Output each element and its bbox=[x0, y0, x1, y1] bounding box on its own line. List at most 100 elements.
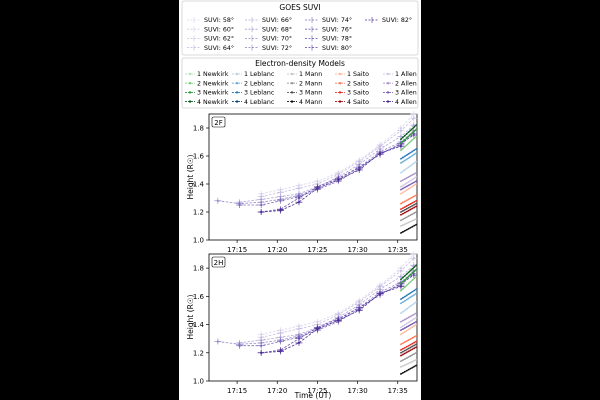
model-legend-entry: 1 Leblanc bbox=[232, 71, 275, 78]
model-track-point bbox=[403, 318, 406, 321]
suvi-point bbox=[297, 196, 301, 200]
model-track bbox=[400, 264, 418, 281]
y-tick-label: 1.0 bbox=[193, 237, 204, 245]
model-legend-entry: 4 Leblanc bbox=[232, 99, 275, 106]
suvi-point bbox=[399, 135, 403, 138]
model-track-point bbox=[409, 155, 412, 158]
suvi-legend-entry: SUVI: 74° bbox=[305, 16, 352, 24]
suvi-point bbox=[412, 112, 415, 116]
model-track-point bbox=[407, 206, 410, 209]
model-track-point bbox=[411, 290, 414, 293]
model-track bbox=[400, 340, 418, 351]
model-track-point bbox=[409, 208, 412, 211]
model-track-point bbox=[403, 223, 406, 226]
model-track-point bbox=[415, 171, 418, 174]
model-track-point bbox=[411, 337, 414, 339]
model-legend-entry: 3 Newkirk bbox=[185, 90, 229, 97]
model-track-point bbox=[409, 203, 412, 205]
model-track-point bbox=[405, 326, 408, 328]
model-track-point bbox=[401, 156, 404, 159]
model-track bbox=[400, 183, 418, 195]
model-track-point bbox=[403, 279, 406, 282]
model-track-point bbox=[411, 314, 414, 317]
model-track-point bbox=[415, 180, 418, 183]
model-track-point bbox=[413, 162, 416, 164]
model-track-point bbox=[401, 191, 404, 194]
model-track-point bbox=[401, 365, 404, 367]
model-track-point bbox=[403, 327, 406, 329]
model-track-point bbox=[405, 345, 408, 348]
model-legend-entry: 3 Allen bbox=[383, 90, 417, 97]
model-track-point bbox=[411, 202, 414, 204]
model-track-point bbox=[411, 322, 414, 325]
model-track-point bbox=[409, 205, 412, 208]
panel-2h-frame bbox=[208, 253, 418, 382]
model-track-point bbox=[405, 294, 408, 297]
model-legend-entry: 2 Mann bbox=[287, 80, 322, 87]
model-track-point bbox=[411, 213, 414, 216]
model-track-point bbox=[401, 350, 404, 353]
legend-point-marker bbox=[338, 72, 342, 76]
model-track-point bbox=[403, 146, 406, 148]
model-track-point bbox=[411, 178, 414, 181]
model-track-point bbox=[407, 166, 410, 169]
suvi-point bbox=[337, 178, 340, 181]
model-track-point bbox=[401, 218, 404, 221]
x-tick-label: 17:20 bbox=[267, 246, 287, 254]
model-legend-entry: 2 Saito bbox=[335, 80, 369, 87]
model-track-point bbox=[413, 324, 416, 327]
model-track-point bbox=[400, 232, 402, 234]
model-track-point bbox=[400, 211, 402, 213]
y-tick-label: 1.6 bbox=[193, 293, 205, 301]
model-track-point bbox=[407, 282, 410, 285]
model-track bbox=[400, 124, 418, 141]
model-track-point bbox=[405, 329, 408, 332]
model-track-point bbox=[403, 159, 406, 162]
model-track-point bbox=[403, 358, 406, 361]
model-track-point bbox=[411, 150, 414, 153]
model-track-point bbox=[415, 351, 418, 354]
suvi-point bbox=[297, 201, 301, 204]
model-track-point bbox=[400, 289, 402, 292]
model-track-point bbox=[403, 206, 406, 209]
model-track bbox=[400, 275, 418, 292]
model-track-point bbox=[405, 228, 408, 231]
legend-point-marker bbox=[290, 82, 294, 85]
suvi-legend-label: SUVI: 66° bbox=[262, 16, 292, 24]
model-legend-entry: 4 Allen bbox=[383, 99, 417, 106]
model-track-point bbox=[403, 349, 406, 352]
x-tick-label: 17:35 bbox=[388, 387, 408, 395]
model-track bbox=[400, 346, 418, 357]
model-track-point bbox=[411, 267, 414, 270]
suvi-point bbox=[238, 344, 241, 347]
model-track-point bbox=[403, 364, 406, 367]
model-track-point bbox=[413, 181, 416, 184]
model-track-point bbox=[401, 280, 404, 283]
model-track bbox=[400, 171, 418, 183]
model-track-point bbox=[401, 207, 404, 210]
model-track-point bbox=[411, 279, 414, 282]
model-track-point bbox=[413, 365, 416, 368]
model-track bbox=[400, 343, 418, 354]
panel-2h: 1.0 1.2 1.4 1.6 1.8 17:15 17:20 17:25 17:30 17:35… bbox=[186, 251, 418, 400]
model-track-point bbox=[405, 185, 408, 188]
model-legend-label: 1 Saito bbox=[347, 71, 369, 78]
suvi-legend-entry: SUVI: 64° bbox=[187, 44, 234, 52]
model-track-point bbox=[415, 316, 418, 319]
model-track-point bbox=[401, 353, 404, 356]
suvi-point bbox=[316, 327, 319, 330]
model-legend-entry: 2 Newkirk bbox=[185, 80, 229, 87]
model-legend-label: 1 Newkirk bbox=[197, 71, 229, 78]
model-track-point bbox=[413, 218, 416, 221]
model-track-point bbox=[403, 211, 406, 214]
model-track-point bbox=[407, 293, 410, 296]
model-track-point bbox=[411, 163, 414, 166]
model-track-point bbox=[409, 296, 412, 299]
model-track-point bbox=[411, 345, 414, 348]
suvi-legend-label: SUVI: 70° bbox=[262, 35, 292, 43]
model-track-point bbox=[401, 201, 404, 204]
model-track-point bbox=[413, 352, 416, 355]
model-track-point bbox=[403, 324, 406, 326]
model-track-point bbox=[401, 140, 404, 143]
legend-point-marker bbox=[290, 72, 294, 76]
